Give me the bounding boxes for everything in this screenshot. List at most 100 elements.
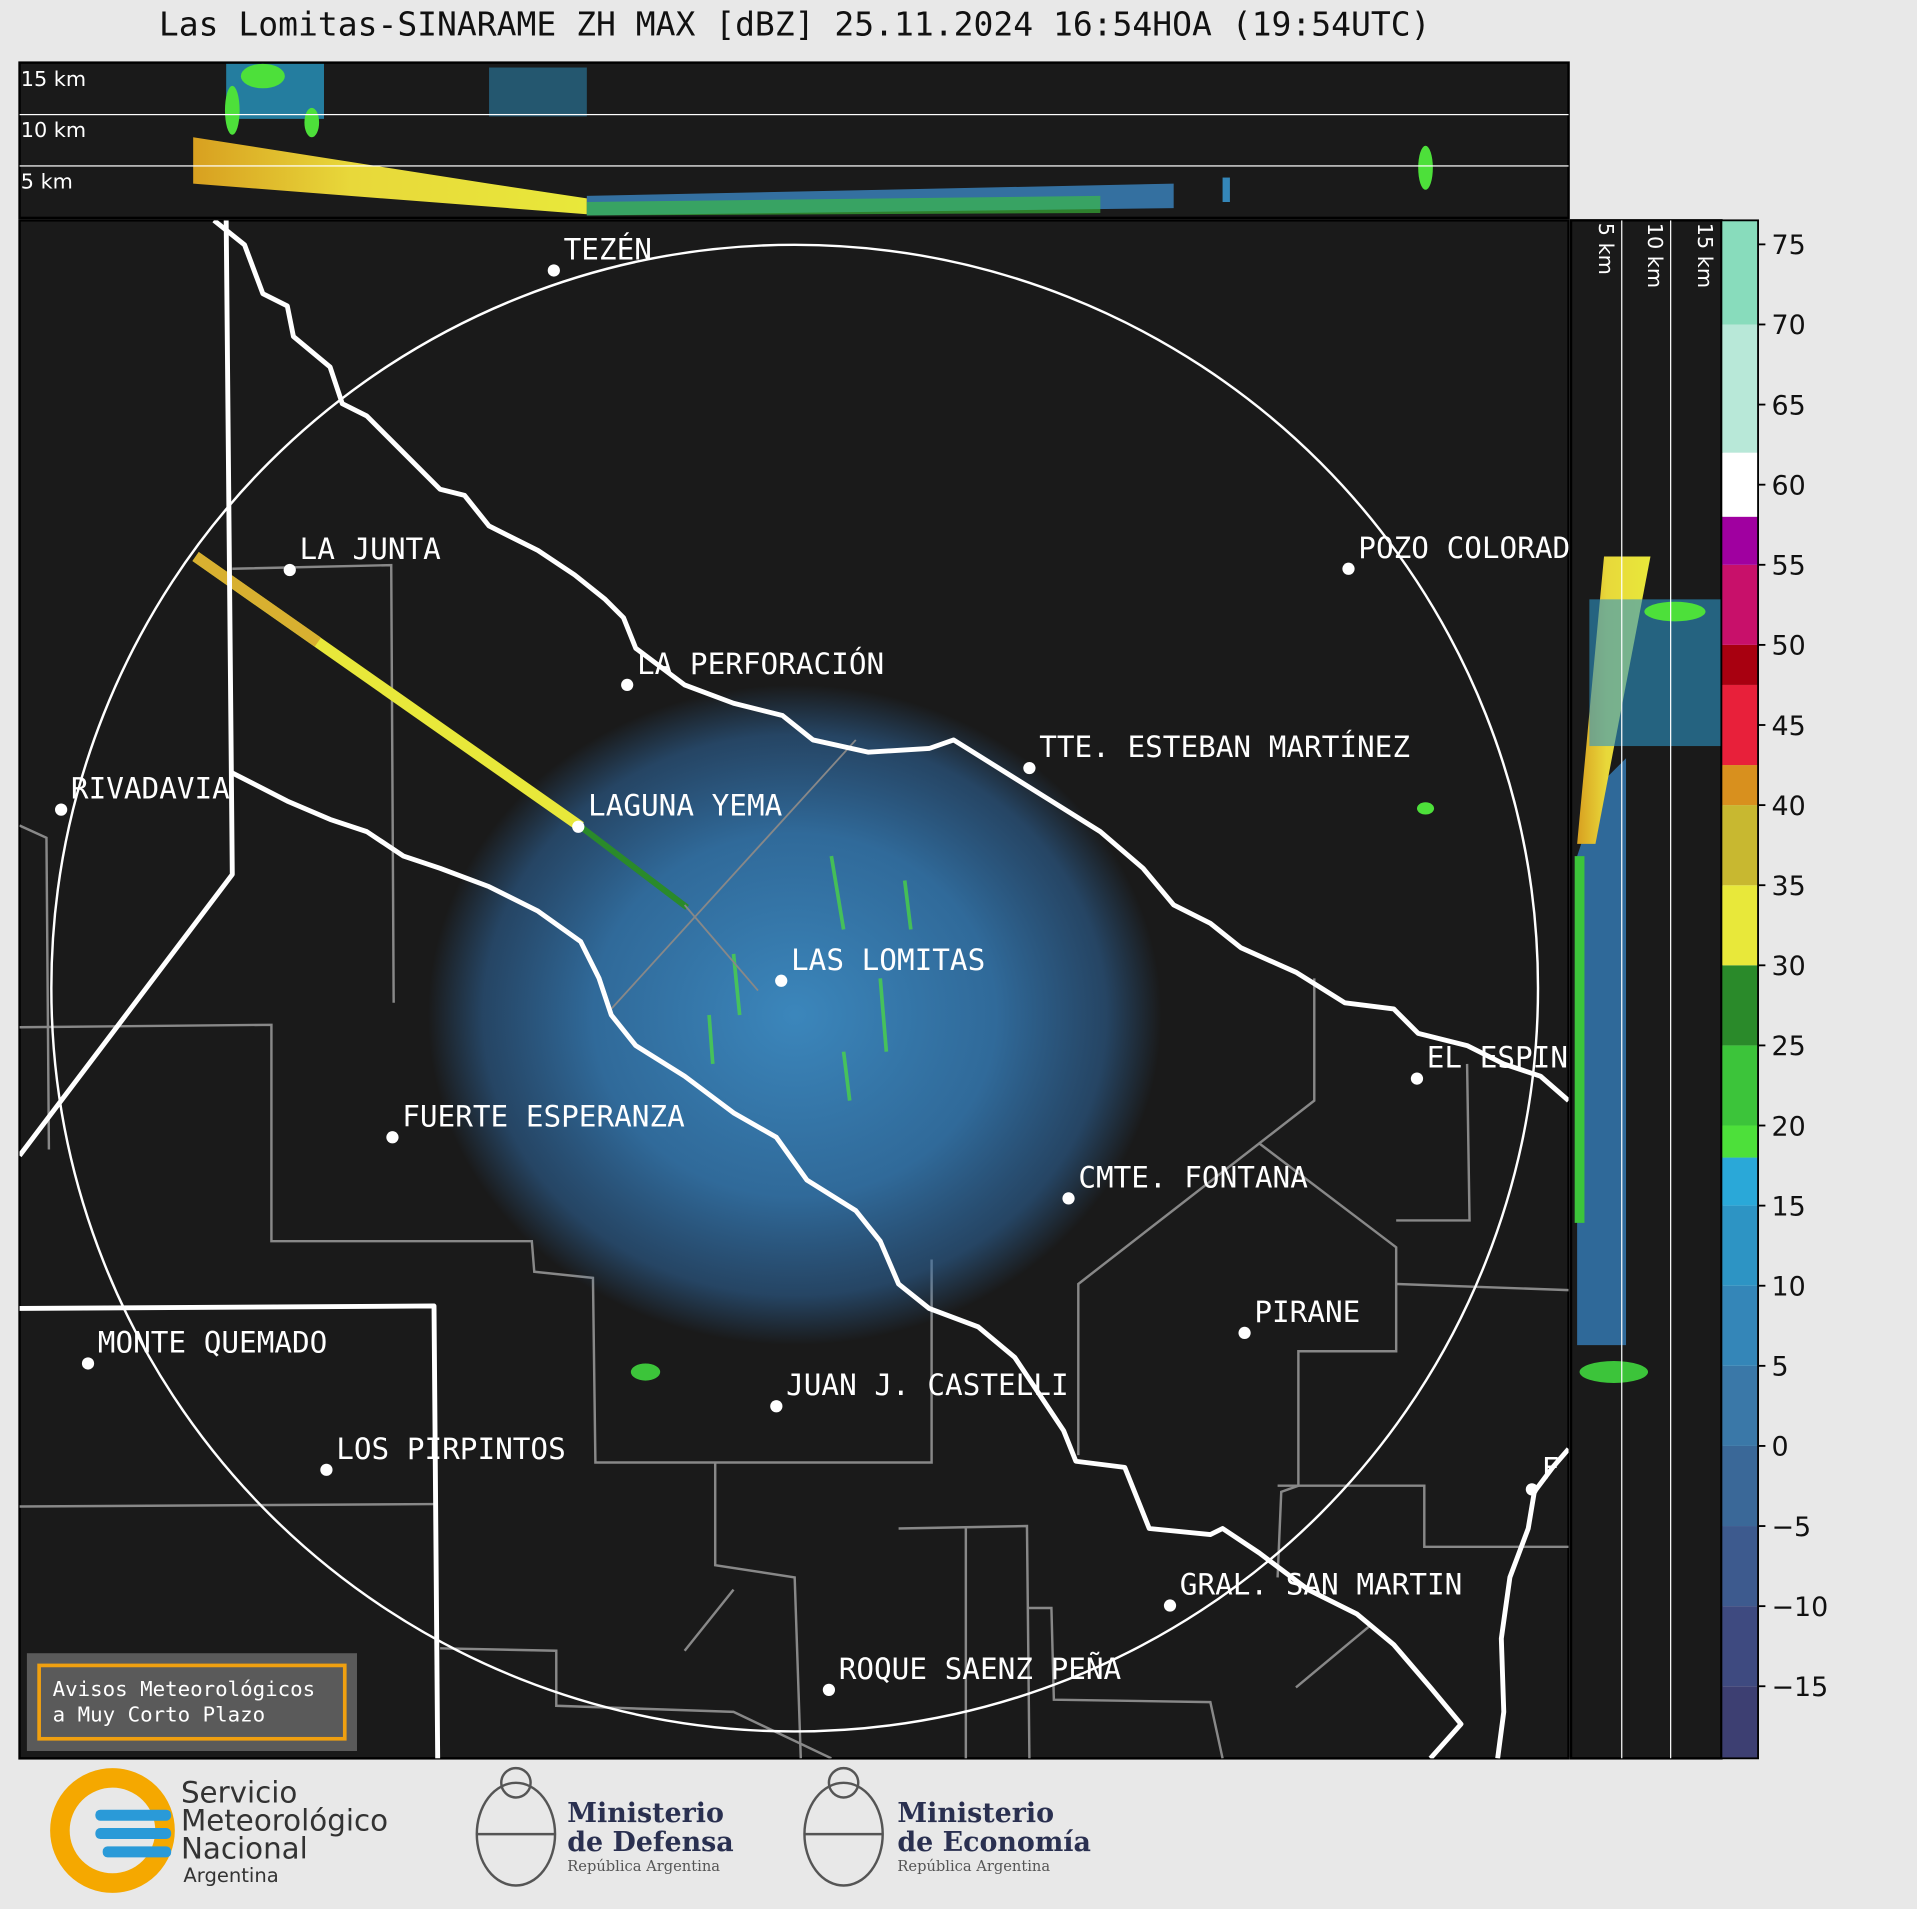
place-label: POZO COLORAD [1358,531,1570,565]
place-dot [386,1131,399,1144]
colorbar-tick-label: 75 [1772,230,1806,261]
place-dot [81,1357,95,1370]
height-label: 10 km [1643,223,1667,288]
colorbar-tick-label: 15 [1772,1191,1806,1222]
place-label: GRAL. SAN MARTIN [1180,1568,1463,1602]
logo-text: Servicio [181,1775,297,1809]
logo-text: Nacional [181,1832,308,1866]
colorbar-band [1721,516,1759,565]
place-label: CMTE. FONTANA [1078,1160,1308,1194]
colorbar-band [1721,220,1759,325]
place-dot [775,974,788,987]
place-dot [1238,1326,1251,1340]
colorbar-tick-label: 20 [1772,1111,1806,1142]
colorbar-band [1721,1125,1759,1158]
warning-text: Avisos Meteorológicos [53,1677,316,1701]
place-dot [621,678,634,692]
place-label: LOS PIRPINTOS [336,1432,566,1466]
place-dot [1163,1599,1177,1612]
logo-text: Ministerio [897,1798,1054,1829]
colorbar-tick-label: 35 [1772,871,1806,902]
height-label: 5 km [21,170,73,194]
colorbar-tick-label: 50 [1772,631,1806,662]
colorbar-tick-label: 0 [1772,1432,1789,1463]
side-panel: 5 km 10 km 15 km [1569,219,1723,1760]
colorbar-band [1721,1285,1759,1366]
place-label: LA JUNTA [300,532,442,566]
height-label: 5 km [1594,223,1618,275]
place-dot [1410,1072,1424,1085]
colorbar-band [1721,1045,1759,1126]
place-dot [283,563,296,577]
logo-text: de Economía [897,1827,1091,1858]
title: Las Lomitas-SINARAME ZH MAX [dBZ] 25.11.… [159,5,1431,44]
colorbar-band [1721,324,1759,453]
colorbar-tick-label: 5 [1772,1352,1789,1383]
place-label: LAGUNA YEMA [588,789,783,823]
colorbar-band [1721,765,1759,806]
place-label: EL ESPIN [1427,1041,1568,1075]
place-label: RIVADAVIA [71,772,230,806]
colorbar-tick-label: 55 [1772,551,1806,582]
place-label: TEZÉN [564,231,652,266]
logo-text: República Argentina [897,1858,1050,1875]
colorbar-tick-label: −5 [1772,1512,1812,1543]
place-dot [770,1400,783,1413]
warning-box[interactable]: Avisos Meteorológicos a Muy Corto Plazo [26,1653,357,1752]
place-label: LAS LOMITAS [791,943,985,977]
place-label: LA PERFORACIÓN [637,645,884,681]
colorbar-tick-label: −15 [1772,1672,1829,1703]
colorbar-band [1721,1157,1759,1206]
colorbar-band [1721,805,1759,886]
place-label: MONTE QUEMADO [98,1325,328,1359]
colorbar-tick-label: 45 [1772,711,1806,742]
colorbar-tick-label: 10 [1772,1272,1806,1303]
logo-text: República Argentina [567,1858,720,1875]
place-dot [822,1683,836,1696]
colorbar-band [1721,564,1759,645]
colorbar-band [1721,1526,1759,1607]
place-dot [547,264,560,277]
height-label: 10 km [21,118,86,142]
colorbar-band [1721,1365,1759,1446]
colorbar-tick-label: 30 [1772,951,1806,982]
colorbar-band [1721,885,1759,966]
top-panel: 15 km 10 km 5 km [18,61,1570,220]
colorbar-band [1721,1205,1759,1286]
warning-text: a Muy Corto Plazo [53,1703,266,1727]
colorbar-band [1721,1445,1759,1527]
logo-text: Ministerio [567,1798,724,1829]
place-label: PIRANE [1254,1295,1360,1329]
place-label: F [1542,1451,1560,1485]
logo-text: Meteorológico [181,1803,388,1837]
smn-logo: Servicio Meteorológico Nacional Argentin… [50,1768,388,1893]
place-dot [55,803,68,816]
colorbar-tick-label: 25 [1772,1031,1806,1062]
colorbar-tick-label: 70 [1772,310,1806,341]
colorbar-band [1721,644,1759,685]
colorbar-band [1721,1606,1759,1687]
colorbar-band [1721,1686,1759,1759]
place-label: JUAN J. CASTELLI [786,1368,1069,1402]
colorbar-tick-label: 65 [1772,390,1806,421]
colorbar-band [1721,965,1759,1046]
defensa-logo: Ministerio de Defensa República Argentin… [475,1766,734,1887]
place-dot [320,1463,333,1476]
colorbar-tick-label: 60 [1772,470,1806,501]
place-dot [572,820,585,833]
colorbar-tick-label: −10 [1772,1592,1829,1623]
colorbar-tick-label: 40 [1772,791,1806,822]
economia-logo: Ministerio de Economía República Argenti… [803,1766,1091,1887]
height-label: 15 km [21,67,86,91]
place-label: ROQUE SAENZ PEÑA [839,1651,1122,1686]
logo-text: Argentina [183,1864,278,1887]
place-dot [1525,1483,1539,1496]
place-dot [1342,562,1355,575]
place-label: FUERTE ESPERANZA [402,1099,685,1133]
colorbar-frame [1720,219,1759,1760]
colorbar-band [1721,452,1759,517]
map: TEZÉN LA JUNTA LA PERFORACIÓN POZO COLORAD T… [18,219,1570,1760]
